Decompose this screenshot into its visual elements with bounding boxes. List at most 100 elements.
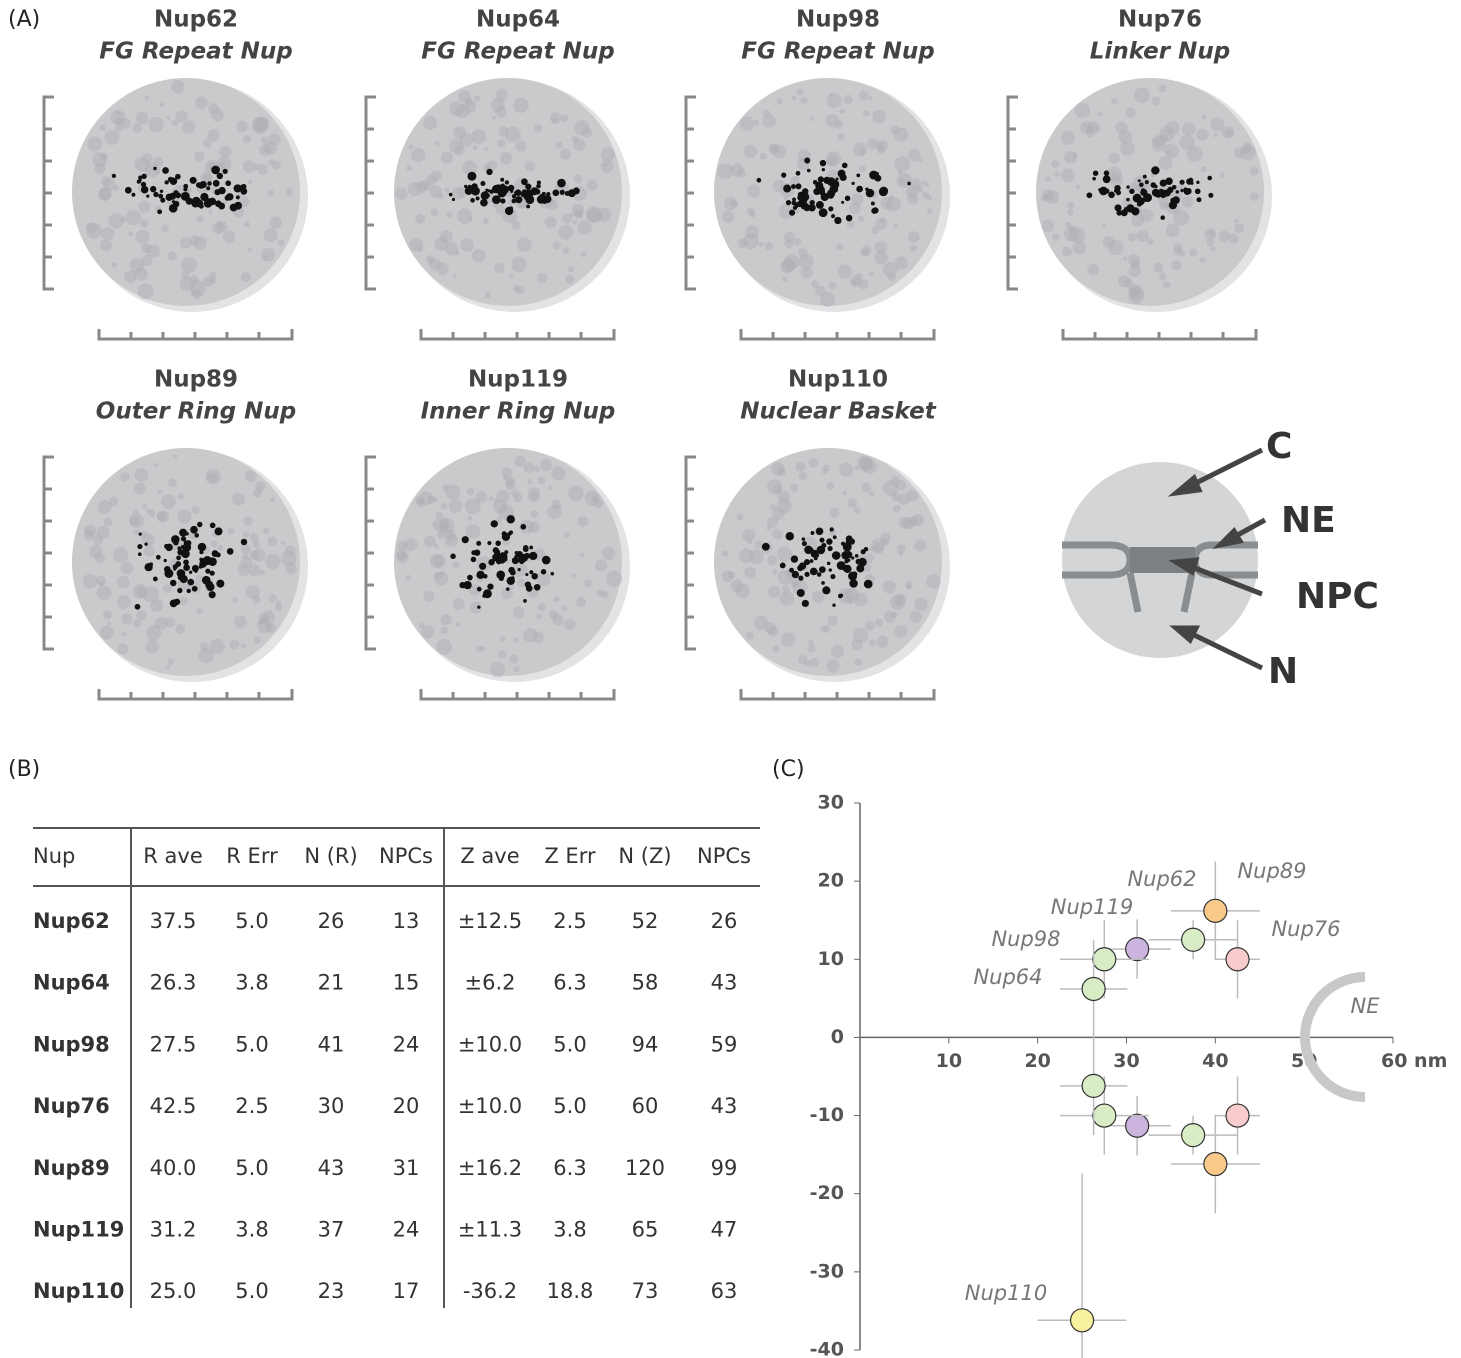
gold-particle bbox=[846, 215, 853, 222]
texture bbox=[424, 535, 436, 547]
gold-particle bbox=[199, 550, 203, 554]
texture bbox=[411, 148, 425, 162]
texture bbox=[556, 141, 563, 148]
texture bbox=[182, 121, 195, 134]
texture bbox=[754, 541, 762, 549]
texture bbox=[166, 665, 170, 669]
gold-particle bbox=[1121, 209, 1128, 216]
micrograph bbox=[72, 78, 308, 312]
texture bbox=[525, 161, 535, 171]
texture bbox=[853, 142, 867, 156]
texture bbox=[103, 611, 112, 620]
texture bbox=[445, 534, 458, 547]
y-tick-label: 0 bbox=[831, 1026, 844, 1048]
texture bbox=[415, 214, 425, 224]
protein-name: Nup62 bbox=[154, 7, 238, 33]
texture bbox=[160, 103, 165, 108]
texture bbox=[1147, 238, 1154, 245]
texture bbox=[505, 127, 521, 143]
texture bbox=[121, 562, 134, 575]
gold-particle bbox=[168, 177, 173, 182]
texture bbox=[244, 517, 253, 526]
texture bbox=[840, 109, 845, 114]
texture bbox=[869, 547, 873, 551]
texture bbox=[230, 640, 240, 650]
table-cell: 41 bbox=[318, 1032, 345, 1056]
legend-label: Nup110 bbox=[965, 1281, 1047, 1305]
texture bbox=[561, 114, 569, 122]
texture bbox=[822, 469, 827, 474]
texture bbox=[908, 231, 920, 243]
texture bbox=[260, 617, 267, 624]
texture bbox=[1102, 223, 1106, 227]
texture bbox=[195, 96, 208, 109]
micrograph bbox=[714, 78, 950, 312]
texture bbox=[517, 237, 532, 252]
texture bbox=[770, 504, 777, 511]
texture bbox=[1173, 247, 1181, 255]
texture bbox=[837, 133, 845, 141]
texture bbox=[910, 178, 921, 189]
protein-category: Outer Ring Nup bbox=[96, 399, 296, 425]
gold-particle bbox=[137, 544, 142, 549]
texture bbox=[899, 551, 904, 556]
gold-particle bbox=[187, 579, 194, 586]
table-cell: 5.0 bbox=[235, 1156, 268, 1180]
table-cell: 26 bbox=[711, 909, 738, 933]
gold-particle bbox=[491, 520, 498, 527]
texture bbox=[855, 659, 862, 666]
texture bbox=[124, 271, 137, 284]
table-header: NPCs bbox=[697, 844, 751, 868]
texture bbox=[1115, 121, 1128, 134]
texture bbox=[489, 496, 494, 501]
texture bbox=[1218, 231, 1229, 242]
texture bbox=[121, 631, 126, 636]
gold-particle bbox=[1098, 188, 1101, 191]
gold-particle bbox=[1140, 189, 1147, 196]
texture bbox=[905, 581, 913, 589]
texture bbox=[537, 273, 547, 283]
texture bbox=[232, 597, 237, 602]
gold-particle bbox=[506, 587, 510, 591]
texture bbox=[536, 614, 542, 620]
y-tick-label: -10 bbox=[810, 1104, 844, 1126]
texture bbox=[564, 619, 575, 630]
gold-particle bbox=[1196, 181, 1199, 184]
texture bbox=[509, 274, 513, 278]
texture bbox=[517, 578, 526, 587]
texture bbox=[421, 625, 434, 638]
table-cell: 6.3 bbox=[553, 971, 586, 995]
texture bbox=[528, 487, 540, 499]
gold-particle bbox=[199, 558, 202, 561]
texture bbox=[602, 547, 615, 560]
texture bbox=[465, 524, 480, 539]
texture bbox=[490, 662, 505, 677]
protein-category: FG Repeat Nup bbox=[421, 39, 614, 65]
texture bbox=[497, 139, 505, 147]
texture bbox=[140, 219, 149, 228]
gold-particle bbox=[1180, 189, 1183, 192]
texture bbox=[524, 463, 535, 474]
texture bbox=[445, 242, 459, 256]
texture bbox=[415, 496, 424, 505]
texture bbox=[161, 225, 169, 233]
texture bbox=[1151, 96, 1160, 105]
gold-particle bbox=[515, 196, 522, 203]
texture bbox=[577, 220, 591, 234]
gold-particle bbox=[879, 187, 888, 196]
gold-particle bbox=[1129, 189, 1134, 194]
texture bbox=[247, 179, 252, 184]
texture bbox=[136, 610, 147, 621]
texture bbox=[580, 552, 585, 557]
gold-particle bbox=[112, 174, 116, 178]
texture bbox=[270, 497, 275, 502]
texture bbox=[861, 245, 871, 255]
gold-particle bbox=[802, 541, 807, 546]
table-header: R Err bbox=[226, 844, 278, 868]
gold-particle bbox=[471, 183, 477, 189]
texture bbox=[799, 254, 814, 269]
texture bbox=[441, 503, 447, 509]
texture bbox=[458, 90, 470, 102]
texture bbox=[531, 510, 538, 517]
texture bbox=[84, 524, 96, 536]
